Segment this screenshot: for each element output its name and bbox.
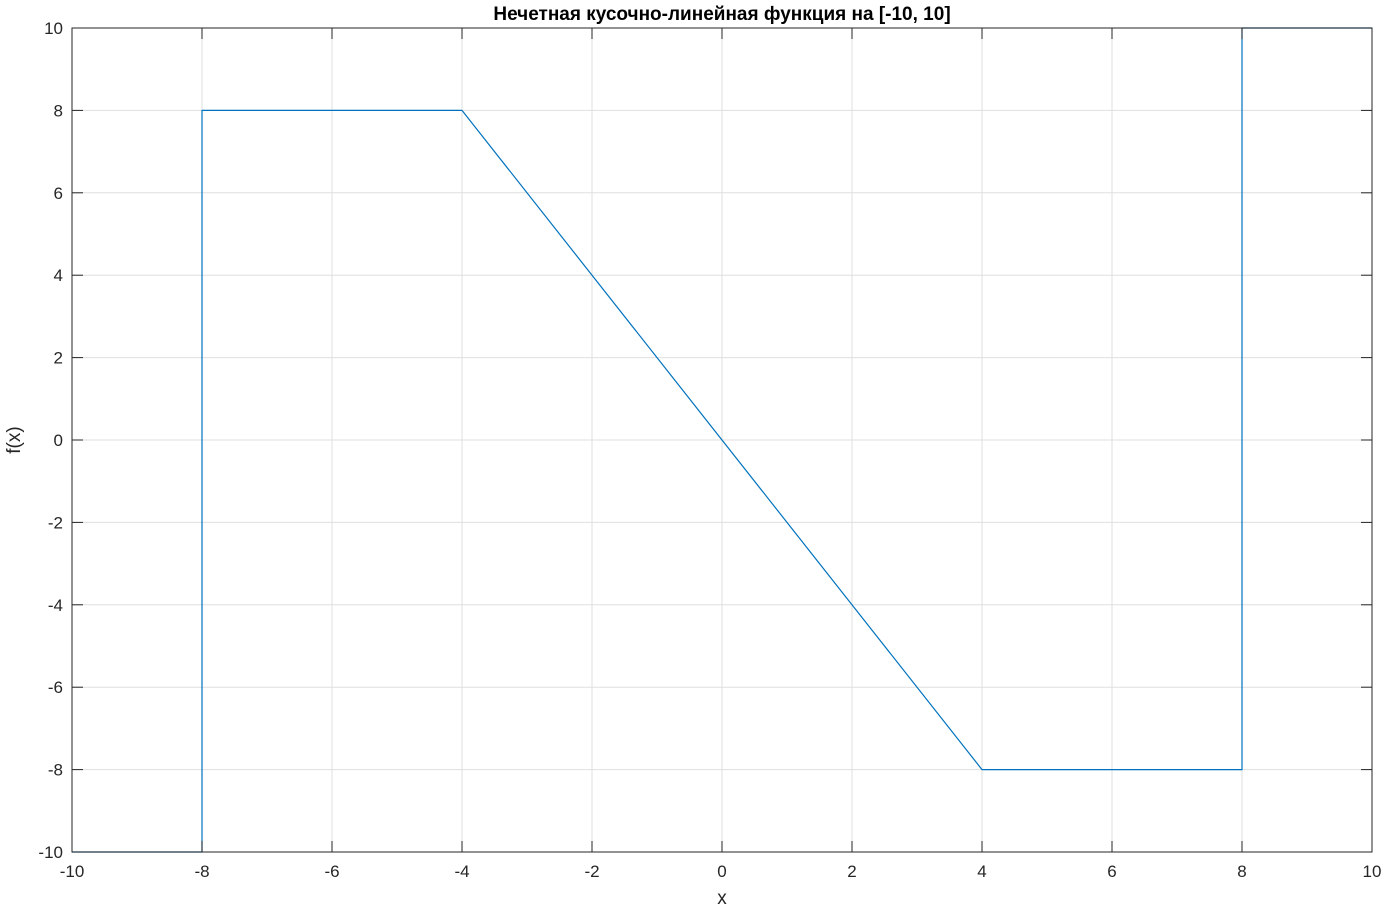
x-tick-label: 4 <box>977 862 986 881</box>
series-layer <box>72 27 1372 853</box>
x-tick-label: -10 <box>60 862 85 881</box>
y-tick-label: 4 <box>54 266 63 285</box>
x-tick-label: 0 <box>717 862 726 881</box>
x-tick-label: -6 <box>324 862 339 881</box>
x-tick-label: -4 <box>454 862 469 881</box>
y-tick-label: -4 <box>48 596 63 615</box>
y-tick-label: -8 <box>48 761 63 780</box>
y-tick-label: -6 <box>48 678 63 697</box>
y-tick-label: -10 <box>38 843 63 862</box>
y-axis-label: f(x) <box>4 426 25 453</box>
y-tick-label: -2 <box>48 513 63 532</box>
y-tick-label: 0 <box>54 431 63 450</box>
x-tick-label: 10 <box>1363 862 1382 881</box>
chart-title: Нечетная кусочно-линейная функция на [-1… <box>493 4 950 25</box>
y-tick-label: 10 <box>44 19 63 38</box>
x-tick-label: 6 <box>1107 862 1116 881</box>
x-axis-label: x <box>717 888 727 908</box>
y-tick-label: 2 <box>54 349 63 368</box>
tick-labels: -10 -8 -6 -4 -2 0 2 4 6 8 10 -10 -8 -6 -4 -2 0 2 4 6 8 10 <box>38 19 1381 881</box>
x-tick-label: 2 <box>847 862 856 881</box>
x-tick-label: -2 <box>584 862 599 881</box>
x-tick-label: 8 <box>1237 862 1246 881</box>
y-tick-label: 8 <box>54 101 63 120</box>
ticks <box>71 27 1373 853</box>
series-line <box>72 27 1372 853</box>
grid <box>72 28 1372 852</box>
y-tick-label: 6 <box>54 184 63 203</box>
x-tick-label: -8 <box>194 862 209 881</box>
